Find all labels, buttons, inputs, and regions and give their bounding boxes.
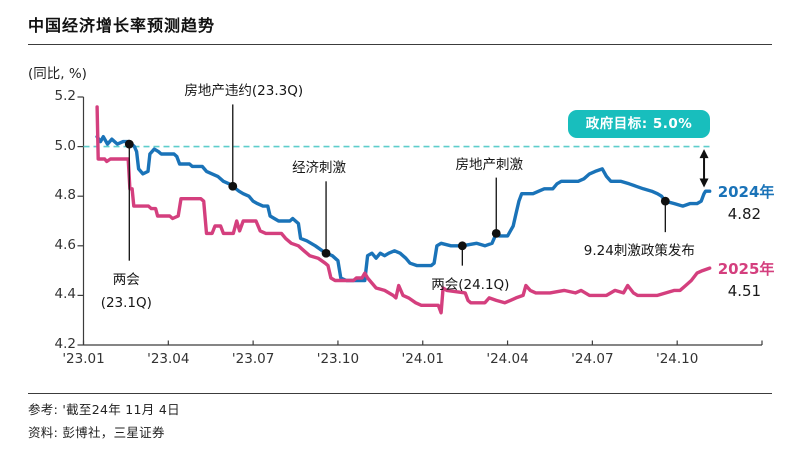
event-dot (228, 181, 238, 191)
event-dot (491, 229, 501, 238)
footer-divider (28, 393, 772, 394)
footer-reference: 参考: '截至24年 11月 4日 (28, 402, 180, 417)
axes (77, 96, 763, 346)
event-dot (660, 196, 670, 206)
title-divider (28, 44, 772, 45)
footer-source: 资料: 彭博社，三星证券 (28, 425, 165, 440)
event-dot (321, 248, 331, 258)
event-dot (124, 139, 134, 149)
series-line-2024年 (95, 134, 712, 283)
page-title: 中国经济增长率预测趋势 (28, 16, 216, 35)
event-dot (457, 241, 467, 251)
government-target-badge: 政府目标: 5.0% (568, 110, 710, 138)
series-line-2025年 (95, 105, 712, 315)
y-axis-unit-label: (同比, %) (28, 66, 87, 82)
gap-arrow (699, 149, 709, 188)
